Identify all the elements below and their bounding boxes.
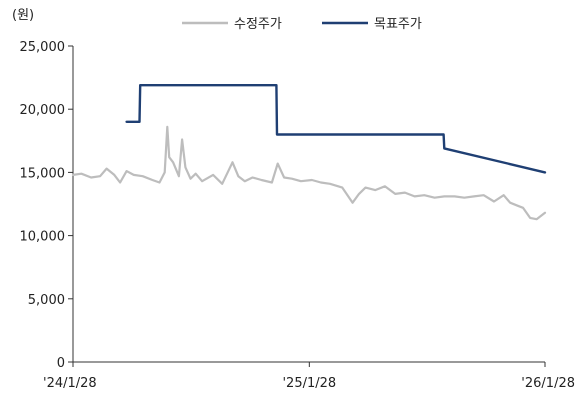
y-tick-label: 5,000: [28, 293, 65, 308]
y-tick-label: 20,000: [20, 103, 66, 118]
x-tick-label: '26/1/28: [521, 376, 575, 391]
series-line-adjusted-price: [71, 125, 547, 221]
y-tick-label: 25,000: [20, 40, 66, 55]
plot-area: [71, 84, 547, 221]
legend-label: 수정주가: [234, 17, 282, 32]
y-unit-label: (원): [12, 8, 34, 23]
legend: 수정주가 목표주가: [182, 17, 422, 32]
series-line-target-price: [125, 84, 547, 174]
x-tick-label: '25/1/28: [282, 376, 336, 391]
y-tick-label: 0: [57, 356, 65, 371]
axes: 0 5,000 10,000 15,000 20,000 25,000 '24/1/28 '2…: [20, 40, 576, 391]
y-tick-label: 10,000: [20, 230, 66, 245]
legend-label: 목표주가: [374, 17, 422, 32]
x-tick-label: '24/1/28: [43, 376, 97, 391]
y-tick-label: 15,000: [20, 166, 66, 181]
